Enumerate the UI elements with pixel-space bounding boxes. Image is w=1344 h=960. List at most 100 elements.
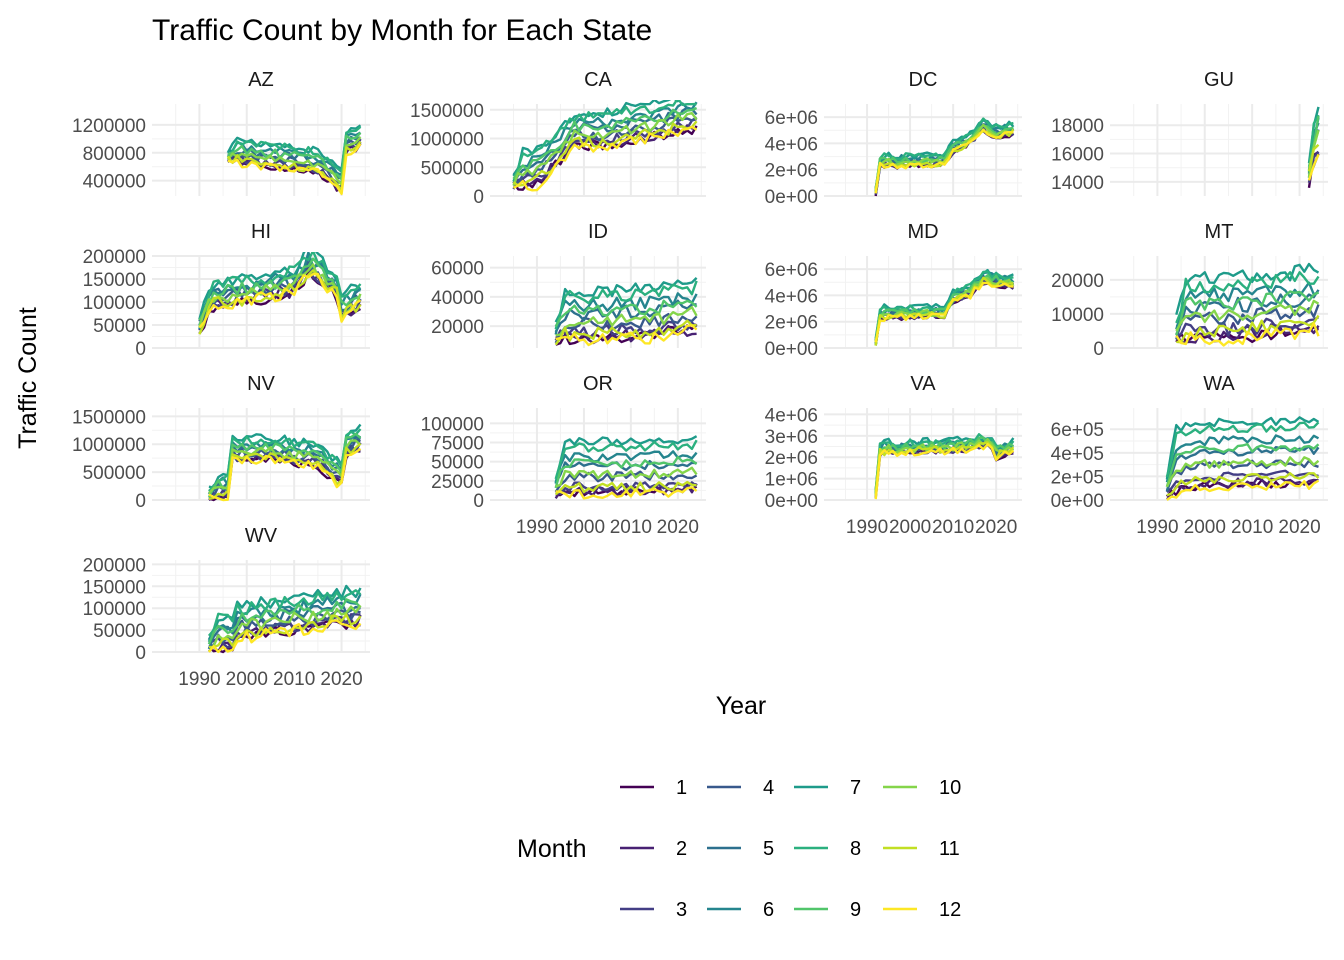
series-line-month-8 bbox=[208, 428, 362, 492]
strip-label-ca: CA bbox=[584, 69, 612, 91]
series-line-month-9 bbox=[874, 124, 1014, 190]
y-tick-label: 4e+06 bbox=[765, 134, 818, 155]
series-line-month-6 bbox=[1175, 281, 1320, 330]
y-tick-label: 200000 bbox=[83, 555, 146, 576]
x-tick-label: 2010 bbox=[273, 669, 315, 690]
y-tick-label: 1000000 bbox=[410, 130, 484, 151]
legend-label: 4 bbox=[763, 777, 774, 799]
legend-entry-month-7: 7 bbox=[794, 777, 861, 799]
facet-panel-mt: MT 0 10000 20000 bbox=[1051, 221, 1328, 360]
legend-label: 6 bbox=[763, 899, 774, 921]
series-line-month-10 bbox=[555, 306, 698, 337]
series-line-month-4 bbox=[1165, 459, 1319, 493]
strip-label-gu: GU bbox=[1204, 69, 1234, 91]
y-tick-label: 0 bbox=[473, 187, 484, 208]
y-tick-label: 2e+06 bbox=[765, 161, 818, 182]
y-tick-label: 0 bbox=[135, 643, 146, 664]
series-line-month-9 bbox=[198, 257, 361, 321]
series-line-month-9 bbox=[554, 455, 698, 489]
y-tick-label: 1200000 bbox=[72, 116, 146, 137]
legend-entry-month-8: 8 bbox=[794, 838, 861, 860]
series-line-month-11 bbox=[208, 613, 362, 649]
x-tick-label: 2010 bbox=[932, 517, 974, 538]
facet-panels: AZ4000008000001200000CA05000001000000150… bbox=[72, 69, 1328, 690]
series-line-month-7 bbox=[1165, 416, 1320, 480]
legend-entry-month-6: 6 bbox=[707, 899, 774, 921]
series-line-month-8 bbox=[554, 280, 698, 330]
series-line-month-11 bbox=[198, 269, 362, 335]
series-line-month-10 bbox=[512, 111, 698, 187]
series-line-month-10 bbox=[207, 604, 362, 653]
legend-entry-month-10: 10 bbox=[883, 777, 961, 799]
series-line-month-12 bbox=[208, 447, 362, 502]
y-tick-label: 500000 bbox=[421, 158, 484, 179]
y-tick-label: 40000 bbox=[431, 288, 484, 309]
series-line-month-10 bbox=[1175, 299, 1320, 332]
series-line-month-12 bbox=[874, 128, 1014, 194]
y-tick-label: 4e+06 bbox=[765, 286, 818, 307]
series-line-month-8 bbox=[1165, 421, 1320, 478]
series-line-month-11 bbox=[226, 140, 362, 192]
series-line-month-5 bbox=[1175, 289, 1320, 328]
chart-title: Traffic Count by Month for Each State bbox=[152, 14, 652, 47]
y-tick-label: 0e+00 bbox=[765, 491, 818, 512]
strip-label-va: VA bbox=[910, 373, 936, 395]
series-line-month-8 bbox=[207, 589, 362, 637]
y-tick-label: 20000 bbox=[431, 317, 484, 338]
x-tick-label: 2020 bbox=[975, 517, 1017, 538]
strip-label-nv: NV bbox=[247, 373, 275, 395]
strip-label-id: ID bbox=[588, 221, 608, 243]
x-tick-label: 2000 bbox=[226, 669, 268, 690]
facet-panel-id: ID 20000 40000 60000 bbox=[431, 221, 706, 348]
x-tick-label: 1990 bbox=[178, 669, 220, 690]
legend-entry-month-2: 2 bbox=[620, 838, 687, 860]
series-line-month-8 bbox=[226, 125, 362, 174]
x-tick-label: 1990 bbox=[846, 517, 888, 538]
facet-panel-gu: GU 14000 16000 18000 bbox=[1051, 69, 1328, 196]
series-line-month-4 bbox=[554, 312, 698, 344]
legend-label: 10 bbox=[939, 777, 961, 799]
y-tick-label: 0 bbox=[1093, 339, 1104, 360]
series-line-month-6 bbox=[554, 450, 698, 485]
legend-label: 12 bbox=[939, 899, 961, 921]
series-line-month-9 bbox=[874, 274, 1014, 346]
series-line-month-4 bbox=[1175, 304, 1320, 340]
series-line-month-10 bbox=[555, 466, 698, 488]
y-tick-label: 1000000 bbox=[72, 435, 146, 456]
series-line-month-6 bbox=[207, 593, 362, 641]
y-tick-label: 0 bbox=[135, 491, 146, 512]
y-tick-label: 6e+06 bbox=[765, 108, 818, 129]
series-line-month-9 bbox=[512, 106, 698, 180]
series-line-month-9 bbox=[227, 132, 362, 181]
y-tick-label: 500000 bbox=[83, 463, 146, 484]
y-tick-label: 200000 bbox=[83, 247, 146, 268]
series-line-month-12 bbox=[1307, 153, 1320, 181]
series-line-month-12 bbox=[207, 619, 362, 654]
strip-label-mt: MT bbox=[1205, 221, 1234, 243]
series-line-month-12 bbox=[198, 272, 362, 329]
y-tick-label: 0e+00 bbox=[765, 187, 818, 208]
y-tick-label: 6e+05 bbox=[1051, 420, 1104, 441]
series-line-month-8 bbox=[554, 439, 698, 480]
y-tick-label: 16000 bbox=[1051, 145, 1104, 166]
legend-label: 3 bbox=[676, 899, 687, 921]
facet-panel-ca: CA 0 500000 1000000 1500000 bbox=[410, 69, 706, 208]
series-line-month-12 bbox=[512, 125, 698, 192]
series-line-month-8 bbox=[874, 270, 1014, 342]
y-tick-label: 14000 bbox=[1051, 173, 1104, 194]
legend-entry-month-12: 12 bbox=[883, 899, 961, 921]
y-tick-label: 18000 bbox=[1051, 116, 1104, 137]
series-line-month-9 bbox=[207, 432, 362, 498]
strip-label-md: MD bbox=[907, 221, 938, 243]
legend-label: 9 bbox=[850, 899, 861, 921]
series-line-month-7 bbox=[554, 435, 698, 483]
y-tick-label: 800000 bbox=[83, 144, 146, 165]
y-tick-label: 0e+00 bbox=[765, 339, 818, 360]
series-line-month-10 bbox=[198, 263, 362, 328]
x-tick-label: 2020 bbox=[1278, 517, 1320, 538]
y-tick-label: 10000 bbox=[1051, 305, 1104, 326]
